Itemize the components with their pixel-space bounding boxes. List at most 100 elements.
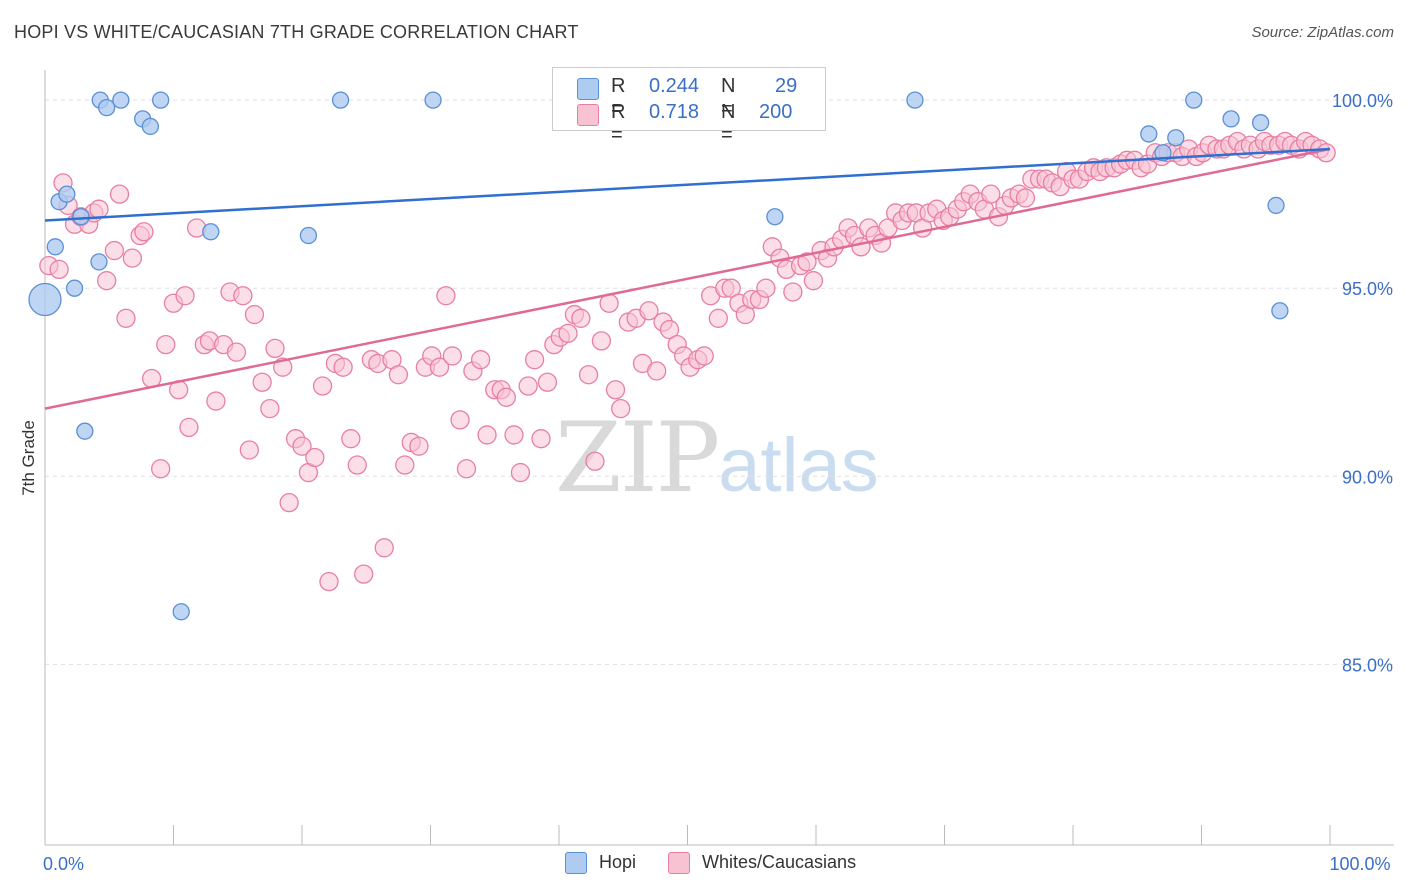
bottom-hopi-swatch — [565, 852, 587, 874]
whites-point — [647, 361, 667, 381]
whites-point — [694, 346, 714, 366]
whites-point — [104, 240, 125, 261]
whites-point — [244, 304, 265, 325]
hopi-point — [331, 91, 350, 109]
hopi-point — [72, 208, 90, 226]
whites-point — [477, 425, 497, 445]
hopi-point — [151, 91, 170, 109]
whites-point — [122, 248, 143, 268]
hopi-point — [202, 223, 220, 241]
hopi-swatch — [577, 78, 599, 100]
hopi-point — [906, 91, 924, 109]
whites-point — [252, 372, 272, 392]
hopi-point — [424, 91, 442, 109]
whites-point — [591, 331, 612, 351]
whites-point — [429, 357, 450, 377]
whites-point — [134, 222, 154, 242]
x-tick-label: 0.0% — [43, 854, 84, 874]
whites-point — [721, 278, 741, 298]
whites-point — [341, 429, 361, 449]
whites-point — [347, 455, 367, 475]
whites-point — [708, 308, 728, 328]
hopi-point — [1154, 144, 1172, 162]
whites-point — [611, 398, 631, 419]
whites-point — [981, 184, 1001, 204]
hopi-point — [76, 422, 94, 440]
whites-swatch — [577, 104, 599, 126]
whites-point — [510, 462, 531, 483]
whites-point — [233, 286, 253, 306]
whites-point — [319, 572, 339, 592]
whites-point — [49, 259, 69, 280]
whites-point — [305, 447, 325, 468]
hopi-trend-line — [44, 147, 1331, 222]
whites-point — [395, 455, 415, 475]
whites-point — [578, 365, 599, 385]
whites-point — [312, 376, 333, 396]
whites-r-label: R = — [611, 101, 626, 146]
whites-point — [518, 376, 538, 396]
hopi-r-label: R = — [611, 75, 626, 120]
whites-point — [97, 271, 117, 291]
whites-point — [442, 346, 462, 366]
whites-point — [354, 564, 374, 584]
whites-point — [803, 271, 824, 291]
y-tick-label: 90.0% — [1342, 467, 1393, 487]
watermark-zip: ZIP — [555, 402, 720, 514]
hopi-point — [98, 98, 116, 117]
whites-point — [374, 538, 394, 558]
hopi-point — [1140, 125, 1158, 143]
whites-point — [659, 319, 680, 340]
hopi-n-value: 29 — [775, 75, 798, 97]
whites-n-value: 200 — [759, 101, 793, 123]
hopi-point — [1271, 302, 1289, 320]
chart-title: HOPI VS WHITE/CAUCASIAN 7TH GRADE CORREL… — [14, 22, 579, 42]
whites-point — [639, 301, 659, 321]
whites-point — [179, 417, 199, 438]
whites-point — [109, 184, 130, 204]
whites-point — [116, 308, 136, 328]
whites-point — [585, 451, 605, 471]
whites-point — [524, 350, 545, 370]
whites-point — [292, 436, 312, 456]
hopi-point — [766, 208, 784, 226]
hopi-point — [1185, 91, 1203, 109]
whites-point — [531, 429, 551, 449]
whites-point — [150, 459, 171, 479]
whites-r-value: 0.718 — [649, 101, 700, 123]
x-tick-label: 100.0% — [1329, 854, 1390, 874]
hopi-point — [1222, 110, 1240, 128]
whites-point — [456, 459, 477, 479]
hopi-point — [58, 185, 76, 203]
whites-point — [279, 492, 299, 513]
whites-point — [496, 387, 516, 407]
y-tick-label: 85.0% — [1342, 655, 1393, 675]
whites-n-label: N = — [721, 101, 736, 146]
whites-point — [537, 372, 558, 392]
watermark-atlas: atlas — [718, 423, 879, 508]
hopi-point — [90, 253, 108, 271]
hopi-point — [1251, 114, 1270, 132]
whites-point — [409, 436, 429, 456]
whites-point — [156, 334, 176, 355]
hopi-n-label: N = — [721, 75, 736, 120]
hopi-point — [141, 117, 160, 136]
whites-point — [1316, 143, 1336, 163]
y-tick-label: 100.0% — [1332, 91, 1393, 111]
whites-point — [571, 308, 591, 328]
whites-point — [470, 350, 491, 370]
y-axis-label: 7th Grade — [19, 420, 38, 496]
hopi-point — [299, 226, 318, 245]
hopi-point — [46, 238, 64, 256]
hopi-point — [112, 91, 130, 109]
whites-point — [89, 199, 109, 219]
hopi-point — [65, 279, 84, 297]
whites-point — [504, 425, 524, 445]
hopi-r-value: 0.244 — [649, 75, 700, 97]
bottom-whites-swatch — [668, 852, 690, 874]
whites-point — [605, 380, 626, 400]
whites-point — [797, 252, 817, 272]
whites-point — [450, 410, 470, 430]
whites-point — [783, 282, 803, 302]
